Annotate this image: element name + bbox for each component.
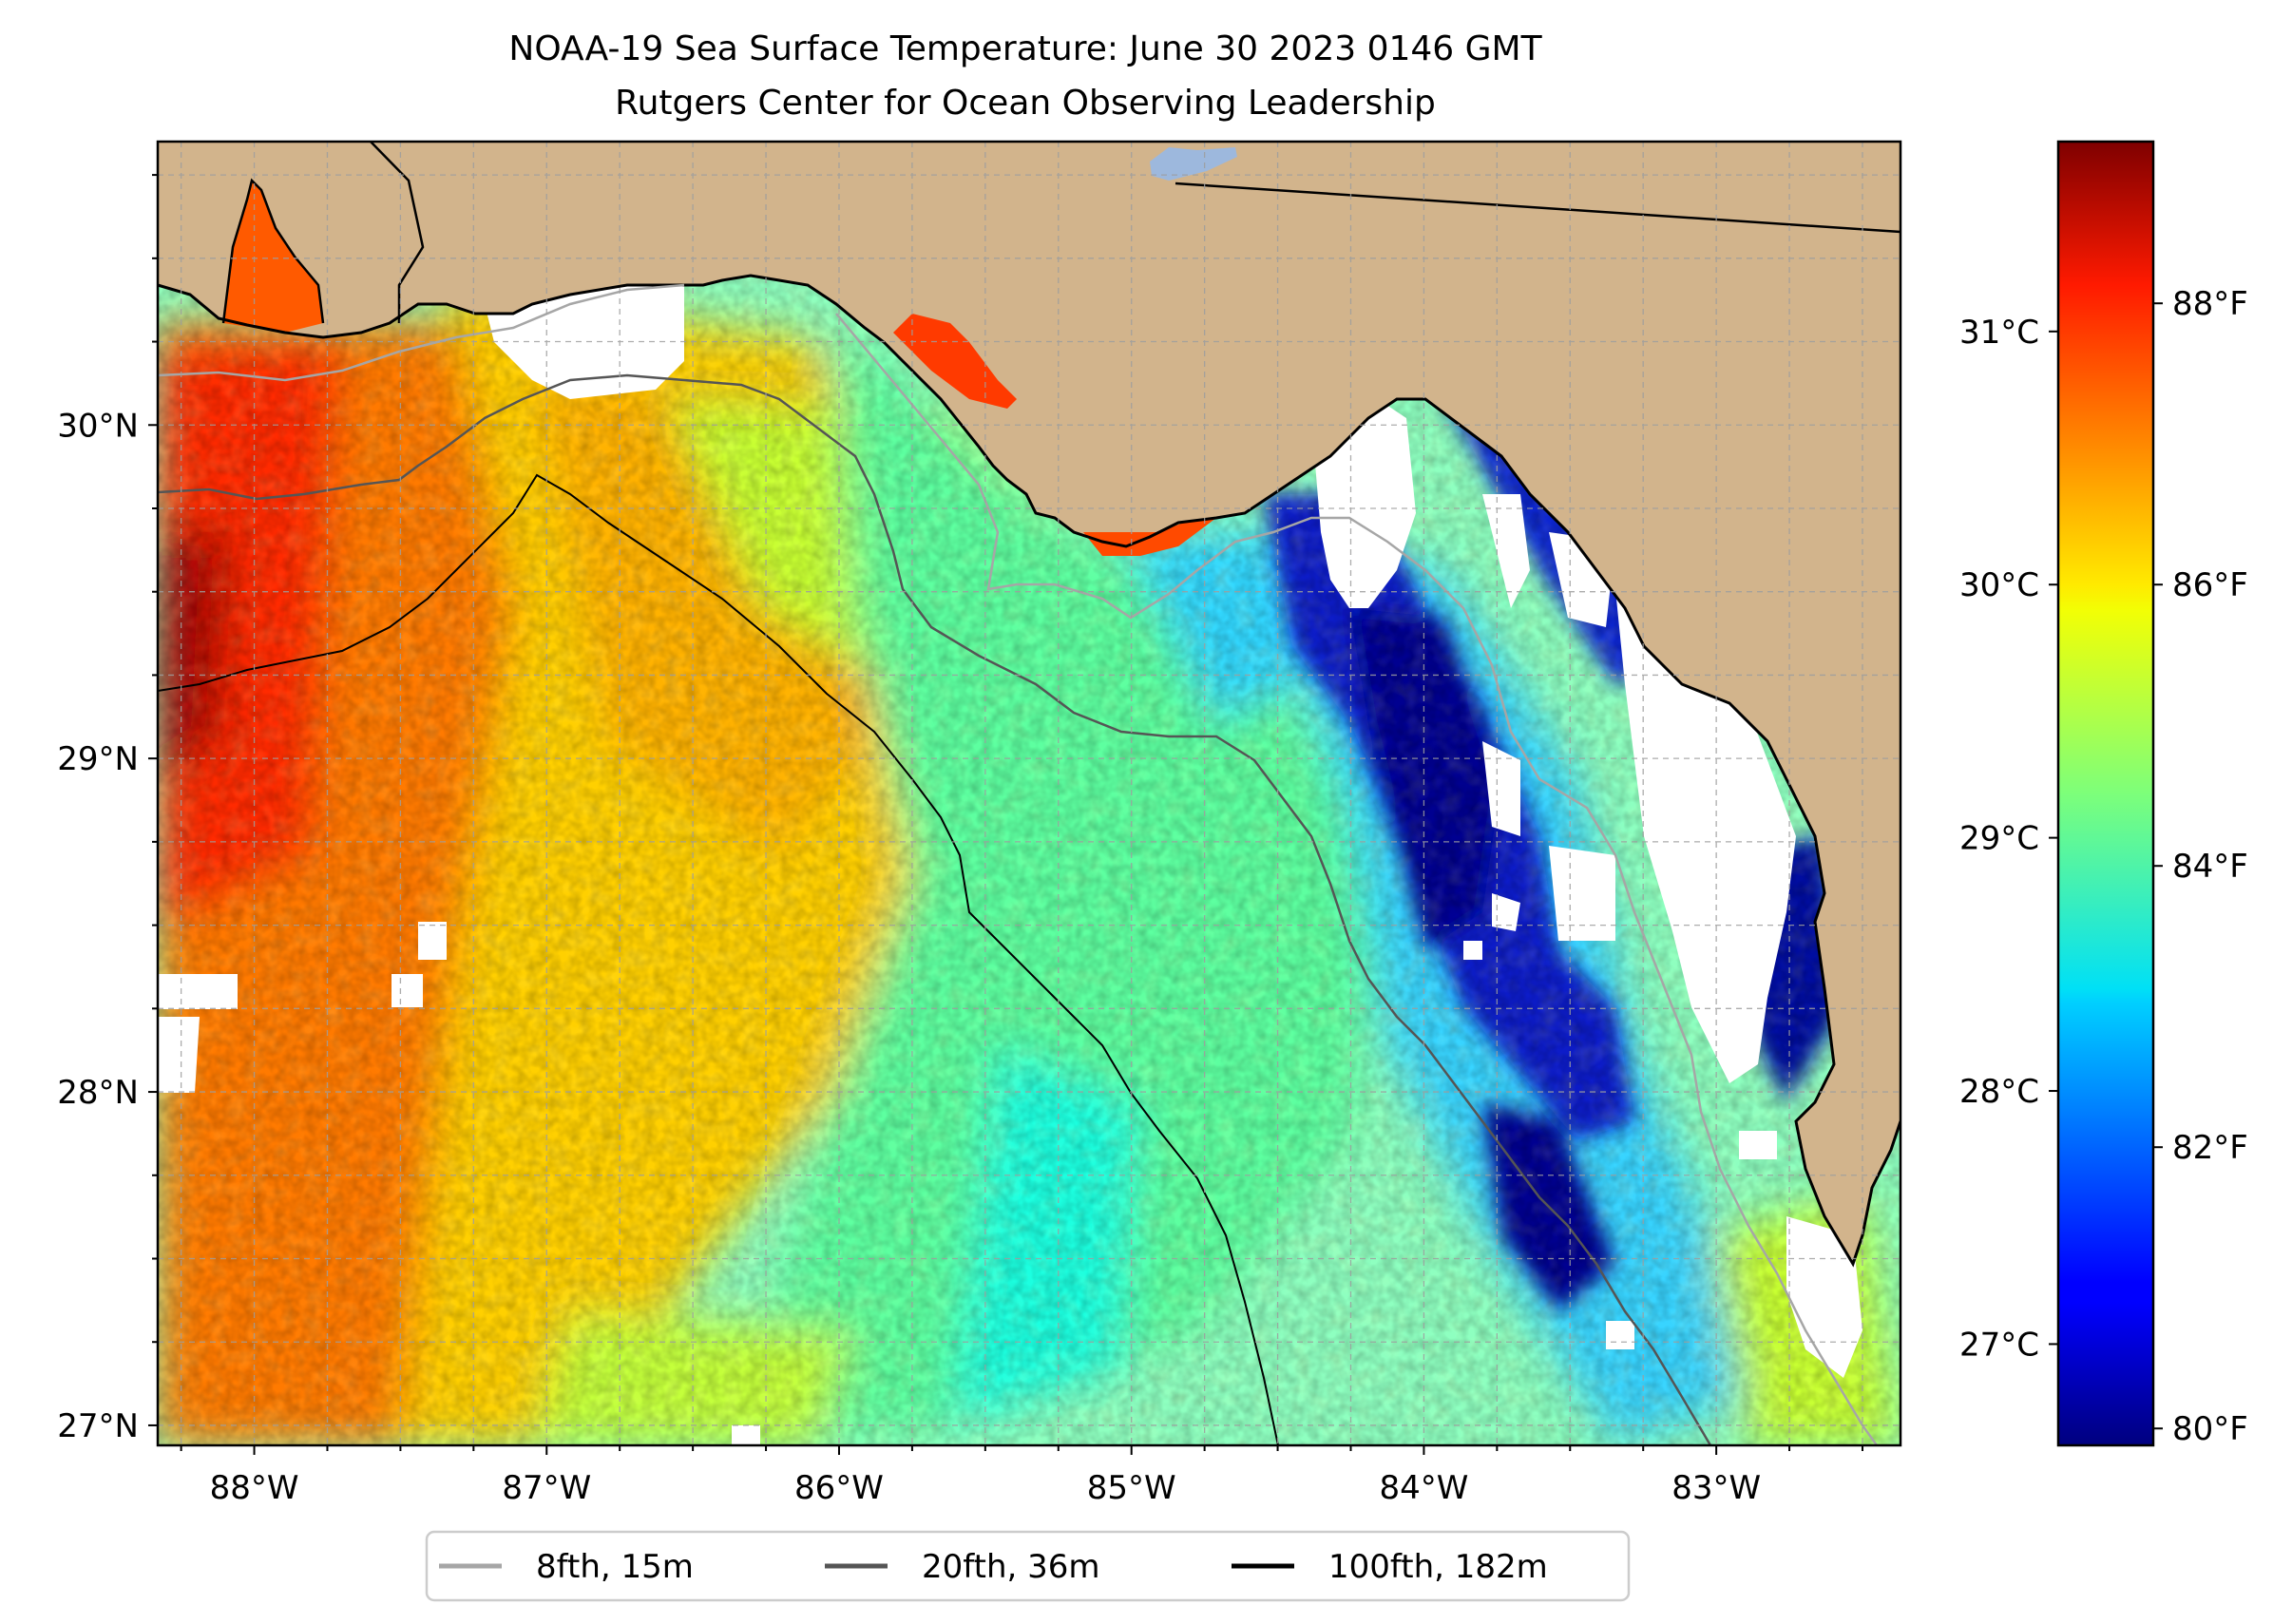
mobile-bay-outline [221,178,325,324]
isobath-20fth [158,373,1712,1445]
colorbar [2056,140,2155,1447]
legend-label: 8fth, 15m [536,1548,694,1586]
colorbar-c-label: 28°C [1959,1073,2039,1111]
colorbar-fahrenheit-ticks: 80°F 82°F 84°F 86°F 88°F [2153,285,2248,1448]
colorbar-c-label: 30°C [1959,566,2039,604]
isobath-8fth [158,283,1879,1445]
title-line-2: Rutgers Center for Ocean Observing Leade… [615,84,1436,123]
x-tick-label: 87°W [502,1469,591,1507]
gridlines [158,142,1900,1445]
x-tick-label: 83°W [1671,1469,1761,1507]
x-tick-label: 86°W [794,1469,884,1507]
y-tick-label: 28°N [57,1074,139,1112]
bay-warm-water [893,314,1017,409]
y-tick-label: 29°N [57,740,139,778]
state-boundary-2 [1175,182,1900,234]
x-tick-label: 85°W [1087,1469,1176,1507]
legend-label: 20fth, 36m [922,1548,1100,1586]
colorbar-f-label: 86°F [2172,566,2248,604]
colorbar-f-label: 88°F [2172,285,2248,323]
legend: 8fth, 15m 20fth, 36m 100fth, 182m [425,1530,1631,1602]
map-panel [158,142,1900,1445]
colorbar-f-label: 82°F [2172,1129,2248,1167]
y-tick-label: 30°N [57,407,139,445]
y-axis-labels: 30°N 29°N 28°N 27°N [57,407,139,1445]
no-data-patches [158,285,1862,1445]
x-axis-labels: 88°W 87°W 86°W 85°W 84°W 83°W [210,1469,1761,1507]
title-line-1: NOAA-19 Sea Surface Temperature: June 30… [508,29,1542,68]
axis-ticks [148,174,1863,1455]
state-boundary [370,142,425,323]
map-frame [156,140,1902,1447]
colorbar-c-label: 29°C [1959,820,2039,858]
colorbar-celsius-ticks: 27°C 28°C 29°C 30°C 31°C [1959,314,2058,1364]
colorbar-c-label: 27°C [1959,1326,2039,1364]
isobath-100fth [158,473,1279,1445]
coastline [158,274,1900,1268]
x-tick-label: 84°W [1379,1469,1468,1507]
colorbar-f-label: 80°F [2172,1410,2248,1448]
x-tick-label: 88°W [210,1469,299,1507]
mobile-bay [223,181,323,333]
legend-label: 100fth, 182m [1328,1548,1548,1586]
y-tick-label: 27°N [57,1407,139,1445]
lake [1150,147,1237,181]
land-mass [158,142,1900,1264]
colorbar-c-label: 31°C [1959,314,2039,352]
legend-box [425,1530,1631,1602]
colorbar-f-label: 84°F [2172,848,2248,886]
